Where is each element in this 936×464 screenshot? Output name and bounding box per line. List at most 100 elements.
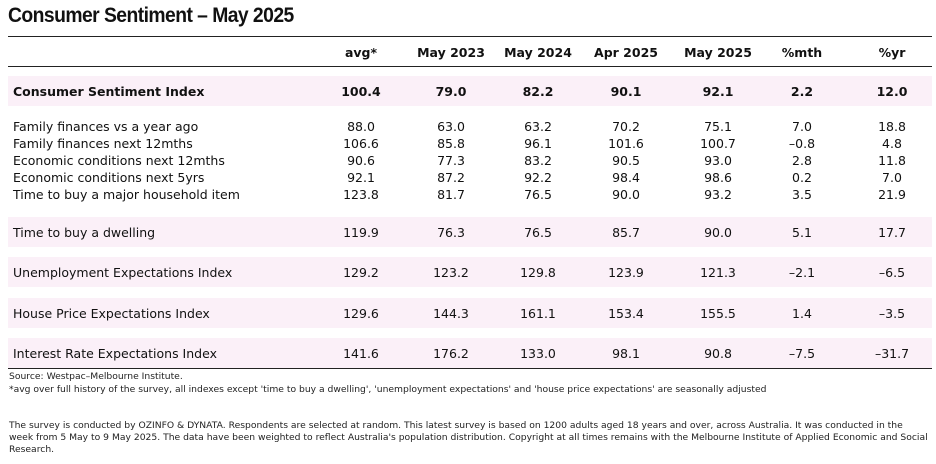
cell-avg: 100.4 — [341, 84, 381, 99]
table-row: Family finances vs a year ago 88.0 63.0 … — [8, 118, 932, 135]
cell-may-2023: 79.0 — [435, 84, 467, 99]
column-header-pct-year: %yr — [878, 45, 906, 60]
table-row: Economic conditions next 12mths 90.6 77.… — [8, 152, 932, 169]
cell-avg: 106.6 — [343, 136, 379, 151]
cell-pct-year: –3.5 — [878, 306, 906, 321]
bottom-rule — [8, 368, 932, 369]
cell-may-2023: 81.7 — [437, 187, 465, 202]
cell-avg: 88.0 — [347, 119, 375, 134]
cell-apr-2025: 70.2 — [612, 119, 640, 134]
table-row: Family finances next 12mths 106.6 85.8 9… — [8, 135, 932, 152]
cell-may-2025: 75.1 — [704, 119, 732, 134]
cell-may-2023: 176.2 — [433, 346, 469, 361]
cell-may-2025: 155.5 — [700, 306, 736, 321]
cell-pct-year: 11.8 — [878, 153, 906, 168]
cell-may-2025: 98.6 — [704, 170, 732, 185]
cell-may-2024: 133.0 — [520, 346, 556, 361]
cell-avg: 129.2 — [343, 265, 379, 280]
cell-apr-2025: 90.0 — [612, 187, 640, 202]
cell-may-2023: 63.0 — [437, 119, 465, 134]
cell-pct-year: –31.7 — [874, 346, 910, 361]
column-header-may-2023: May 2023 — [417, 45, 485, 60]
cell-may-2024: 76.5 — [524, 187, 552, 202]
row-label: Consumer Sentiment Index — [13, 84, 205, 99]
cell-may-2024: 96.1 — [524, 136, 552, 151]
top-rule — [8, 36, 932, 37]
table-row: House Price Expectations Index 129.6 144… — [8, 305, 932, 322]
cell-avg: 141.6 — [343, 346, 379, 361]
cell-may-2024: 82.2 — [522, 84, 554, 99]
cell-may-2025: 93.0 — [704, 153, 732, 168]
cell-may-2023: 76.3 — [437, 225, 465, 240]
cell-pct-month: –7.5 — [788, 346, 816, 361]
cell-avg: 129.6 — [343, 306, 379, 321]
cell-pct-month: 5.1 — [792, 225, 812, 240]
table-row: Consumer Sentiment Index 100.4 79.0 82.2… — [8, 83, 932, 100]
cell-pct-month: 2.2 — [790, 84, 814, 99]
table-row: Economic conditions next 5yrs 92.1 87.2 … — [8, 169, 932, 186]
cell-apr-2025: 98.4 — [612, 170, 640, 185]
cell-may-2024: 161.1 — [520, 306, 556, 321]
column-header-apr-2025: Apr 2025 — [594, 45, 658, 60]
cell-apr-2025: 153.4 — [608, 306, 644, 321]
cell-pct-year: 18.8 — [878, 119, 906, 134]
cell-apr-2025: 98.1 — [612, 346, 640, 361]
row-label: House Price Expectations Index — [13, 306, 210, 321]
table-row: Interest Rate Expectations Index 141.6 1… — [8, 345, 932, 362]
column-header-pct-month: %mth — [781, 45, 823, 60]
table-row: Time to buy a dwelling 119.9 76.3 76.5 8… — [8, 224, 932, 241]
methodology-note: The survey is conducted by OZINFO & DYNA… — [9, 420, 928, 455]
cell-avg: 119.9 — [343, 225, 379, 240]
row-label: Family finances vs a year ago — [13, 119, 199, 134]
row-label: Time to buy a dwelling — [13, 225, 156, 240]
row-label: Time to buy a major household item — [13, 187, 240, 202]
header-rule — [8, 66, 932, 67]
row-label: Economic conditions next 12mths — [13, 153, 225, 168]
row-label: Unemployment Expectations Index — [13, 265, 233, 280]
cell-avg: 123.8 — [343, 187, 379, 202]
row-band — [8, 298, 932, 328]
cell-pct-month: –2.1 — [788, 265, 816, 280]
row-band — [8, 338, 932, 368]
row-label: Economic conditions next 5yrs — [13, 170, 205, 185]
cell-pct-month: 3.5 — [792, 187, 812, 202]
cell-may-2025: 92.1 — [702, 84, 734, 99]
cell-may-2023: 77.3 — [437, 153, 465, 168]
cell-pct-month: 1.4 — [792, 306, 812, 321]
row-band — [8, 76, 932, 106]
source-note: Source: Westpac–Melbourne Institute. — [9, 371, 183, 382]
cell-may-2025: 100.7 — [700, 136, 736, 151]
cell-may-2025: 90.8 — [704, 346, 732, 361]
column-header-may-2024: May 2024 — [504, 45, 572, 60]
cell-apr-2025: 90.5 — [612, 153, 640, 168]
cell-may-2025: 121.3 — [700, 265, 736, 280]
cell-pct-year: 7.0 — [882, 170, 902, 185]
cell-pct-year: 4.8 — [882, 136, 902, 151]
cell-pct-month: 7.0 — [792, 119, 812, 134]
cell-apr-2025: 90.1 — [610, 84, 642, 99]
cell-pct-year: 17.7 — [878, 225, 906, 240]
row-band — [8, 257, 932, 287]
table-row: Unemployment Expectations Index 129.2 12… — [8, 264, 932, 281]
cell-may-2024: 76.5 — [524, 225, 552, 240]
row-label: Family finances next 12mths — [13, 136, 193, 151]
cell-avg: 90.6 — [347, 153, 375, 168]
cell-may-2023: 144.3 — [433, 306, 469, 321]
cell-may-2023: 123.2 — [433, 265, 469, 280]
row-band — [8, 217, 932, 247]
column-header-avg: avg* — [344, 45, 378, 60]
page-title: Consumer Sentiment – May 2025 — [8, 4, 294, 27]
cell-apr-2025: 85.7 — [612, 225, 640, 240]
cell-pct-year: 12.0 — [876, 84, 908, 99]
cell-pct-month: 2.8 — [792, 153, 812, 168]
cell-apr-2025: 123.9 — [608, 265, 644, 280]
cell-may-2024: 63.2 — [524, 119, 552, 134]
cell-may-2025: 90.0 — [704, 225, 732, 240]
column-header-may-2025: May 2025 — [684, 45, 752, 60]
table-row: Time to buy a major household item 123.8… — [8, 186, 932, 203]
footnote: *avg over full history of the survey, al… — [9, 384, 767, 395]
cell-pct-month: 0.2 — [792, 170, 812, 185]
cell-may-2023: 85.8 — [437, 136, 465, 151]
cell-may-2023: 87.2 — [437, 170, 465, 185]
table-header: avg* May 2023 May 2024 Apr 2025 May 2025… — [8, 44, 932, 61]
